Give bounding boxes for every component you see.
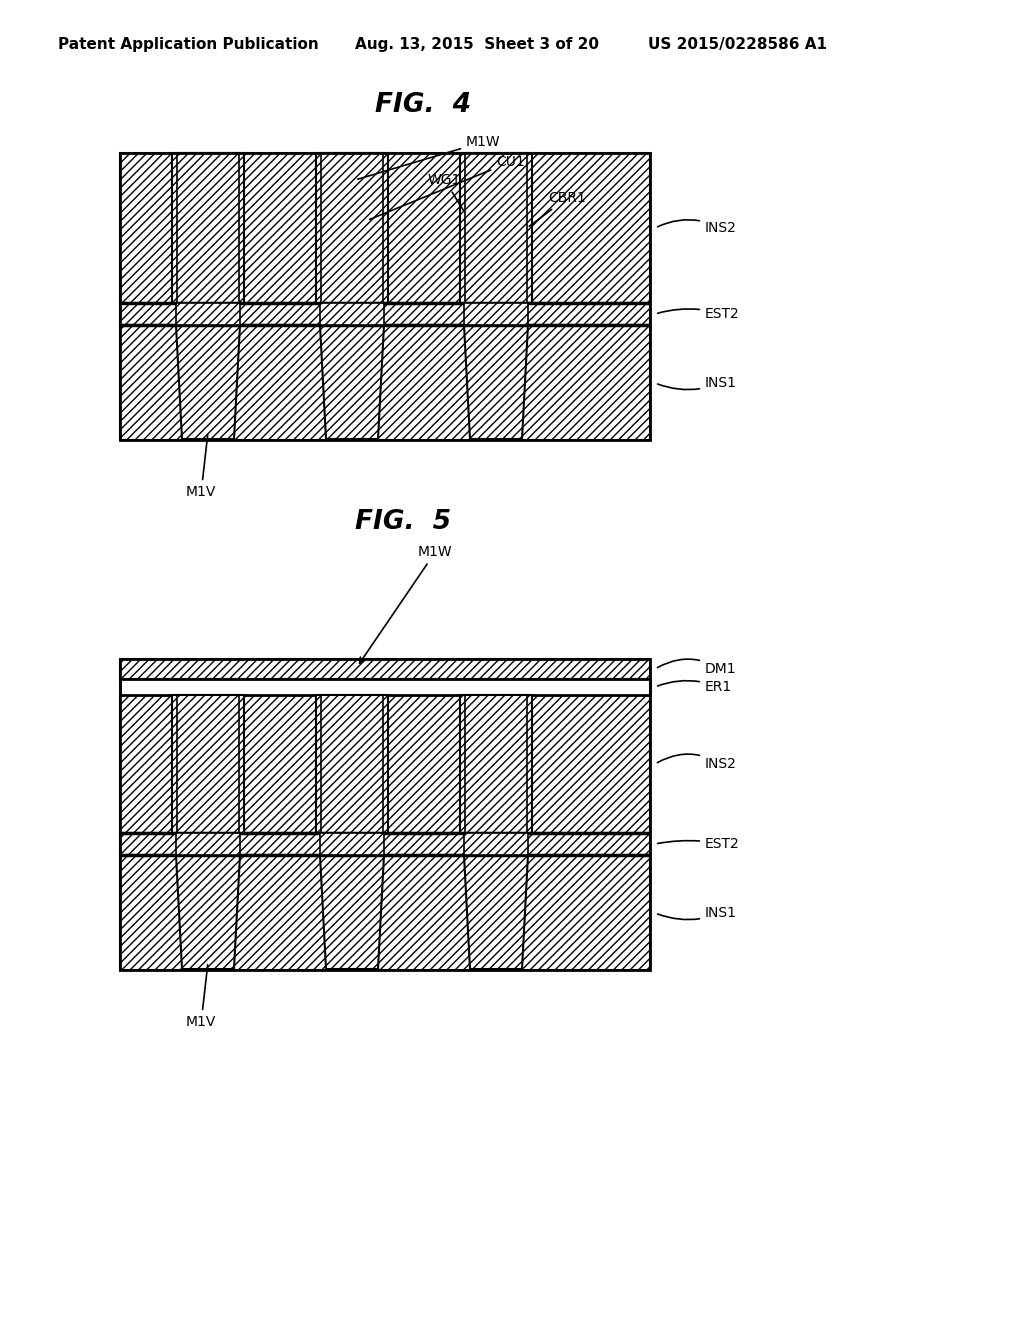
Bar [120, 325, 650, 440]
Bar [172, 153, 244, 304]
Bar [120, 659, 650, 970]
Text: M1V: M1V [186, 965, 216, 1030]
Polygon shape [319, 325, 384, 440]
Text: CBR1: CBR1 [529, 191, 586, 226]
Text: EST2: EST2 [657, 837, 739, 851]
Text: INS1: INS1 [657, 906, 737, 920]
Bar [176, 304, 240, 325]
Bar [464, 304, 528, 325]
Text: US 2015/0228586 A1: US 2015/0228586 A1 [648, 37, 827, 53]
Bar [464, 833, 528, 855]
Text: INS2: INS2 [657, 754, 737, 771]
Bar [319, 304, 384, 325]
Bar [120, 153, 650, 304]
Bar [172, 696, 244, 833]
Polygon shape [464, 325, 528, 440]
Text: Aug. 13, 2015  Sheet 3 of 20: Aug. 13, 2015 Sheet 3 of 20 [355, 37, 599, 53]
Text: CU1: CU1 [370, 154, 524, 219]
Bar [120, 659, 650, 678]
Bar [176, 833, 240, 855]
Text: DM1: DM1 [657, 659, 736, 676]
Text: INS1: INS1 [657, 376, 737, 389]
Text: Patent Application Publication: Patent Application Publication [58, 37, 318, 53]
Text: M1W: M1W [357, 135, 501, 180]
Bar [120, 153, 650, 440]
Text: WG1: WG1 [428, 173, 464, 211]
Polygon shape [176, 855, 240, 969]
Polygon shape [464, 855, 528, 969]
Polygon shape [176, 325, 240, 440]
Bar [319, 833, 384, 855]
Text: ER1: ER1 [657, 680, 732, 694]
Bar [120, 833, 650, 855]
Bar [316, 696, 388, 833]
Bar [460, 696, 532, 833]
Text: M1W: M1W [359, 545, 453, 663]
Text: FIG.  4: FIG. 4 [375, 92, 471, 117]
Text: INS2: INS2 [657, 219, 737, 235]
Bar [316, 153, 388, 304]
Bar [120, 304, 650, 325]
Bar [460, 153, 532, 304]
Bar [120, 696, 650, 833]
Text: EST2: EST2 [657, 308, 739, 321]
Polygon shape [319, 855, 384, 969]
Bar [120, 678, 650, 696]
Text: FIG.  5: FIG. 5 [355, 510, 452, 535]
Text: M1V: M1V [186, 434, 216, 499]
Bar [120, 855, 650, 970]
